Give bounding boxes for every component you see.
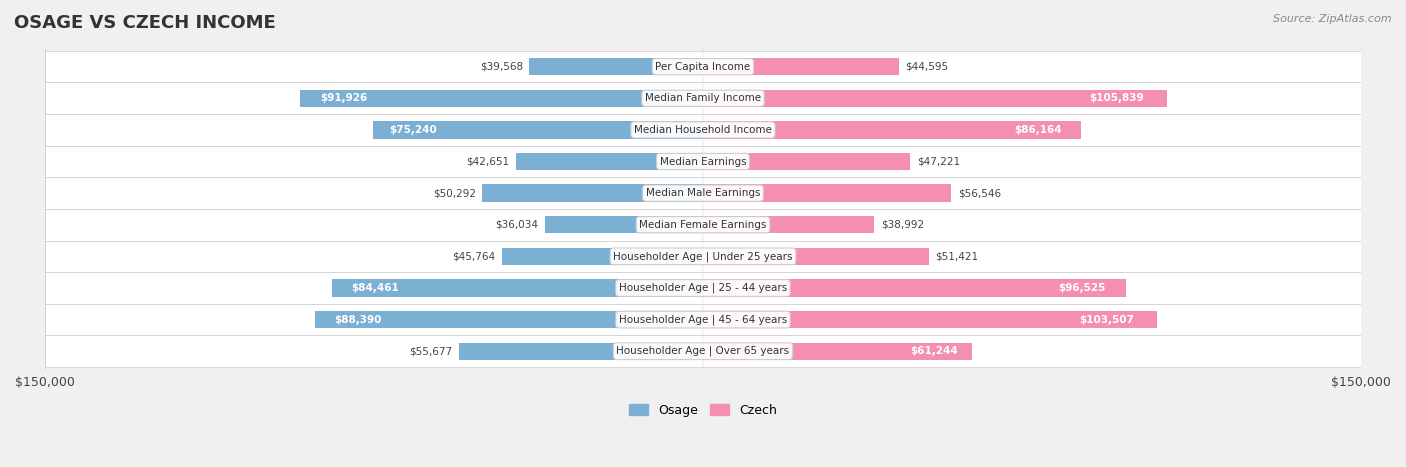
Bar: [530, 58, 703, 75]
Bar: [546, 216, 703, 234]
Text: Median Household Income: Median Household Income: [634, 125, 772, 135]
Bar: [45, 304, 1361, 335]
Text: $88,390: $88,390: [335, 315, 382, 325]
Text: $51,421: $51,421: [935, 251, 979, 262]
Bar: [45, 83, 1361, 114]
Text: $61,244: $61,244: [911, 346, 959, 356]
Text: $55,677: $55,677: [409, 346, 453, 356]
Bar: [299, 90, 703, 107]
Bar: [703, 153, 910, 170]
Text: $105,839: $105,839: [1090, 93, 1144, 103]
Bar: [703, 90, 1167, 107]
Bar: [458, 342, 703, 360]
Bar: [703, 342, 972, 360]
Bar: [45, 51, 1361, 83]
Text: $86,164: $86,164: [1015, 125, 1062, 135]
Text: $39,568: $39,568: [479, 62, 523, 71]
Text: Median Family Income: Median Family Income: [645, 93, 761, 103]
Text: $103,507: $103,507: [1080, 315, 1135, 325]
Text: $44,595: $44,595: [905, 62, 949, 71]
Bar: [703, 279, 1126, 297]
Bar: [315, 311, 703, 328]
Text: OSAGE VS CZECH INCOME: OSAGE VS CZECH INCOME: [14, 14, 276, 32]
Text: $42,651: $42,651: [467, 156, 509, 167]
Text: Median Male Earnings: Median Male Earnings: [645, 188, 761, 198]
Bar: [45, 335, 1361, 367]
Text: $36,034: $36,034: [495, 220, 538, 230]
Legend: Osage, Czech: Osage, Czech: [624, 399, 782, 422]
Text: Source: ZipAtlas.com: Source: ZipAtlas.com: [1274, 14, 1392, 24]
Text: $96,525: $96,525: [1057, 283, 1105, 293]
Text: $38,992: $38,992: [880, 220, 924, 230]
Bar: [502, 248, 703, 265]
Text: $47,221: $47,221: [917, 156, 960, 167]
Bar: [703, 311, 1157, 328]
Text: Householder Age | 25 - 44 years: Householder Age | 25 - 44 years: [619, 283, 787, 293]
Bar: [332, 279, 703, 297]
Bar: [45, 272, 1361, 304]
Bar: [703, 248, 928, 265]
Text: $45,764: $45,764: [453, 251, 496, 262]
Text: Householder Age | Under 25 years: Householder Age | Under 25 years: [613, 251, 793, 262]
Bar: [703, 121, 1081, 139]
Text: Householder Age | Over 65 years: Householder Age | Over 65 years: [616, 346, 790, 356]
Bar: [45, 209, 1361, 241]
Bar: [703, 58, 898, 75]
Bar: [482, 184, 703, 202]
Bar: [373, 121, 703, 139]
Text: $91,926: $91,926: [321, 93, 367, 103]
Text: Median Female Earnings: Median Female Earnings: [640, 220, 766, 230]
Bar: [703, 184, 950, 202]
Text: Per Capita Income: Per Capita Income: [655, 62, 751, 71]
Text: Householder Age | 45 - 64 years: Householder Age | 45 - 64 years: [619, 314, 787, 325]
Text: $56,546: $56,546: [957, 188, 1001, 198]
Bar: [45, 146, 1361, 177]
Bar: [703, 216, 875, 234]
Bar: [45, 241, 1361, 272]
Bar: [516, 153, 703, 170]
Bar: [45, 177, 1361, 209]
Text: $84,461: $84,461: [352, 283, 399, 293]
Text: $50,292: $50,292: [433, 188, 475, 198]
Text: Median Earnings: Median Earnings: [659, 156, 747, 167]
Text: $75,240: $75,240: [389, 125, 437, 135]
Bar: [45, 114, 1361, 146]
